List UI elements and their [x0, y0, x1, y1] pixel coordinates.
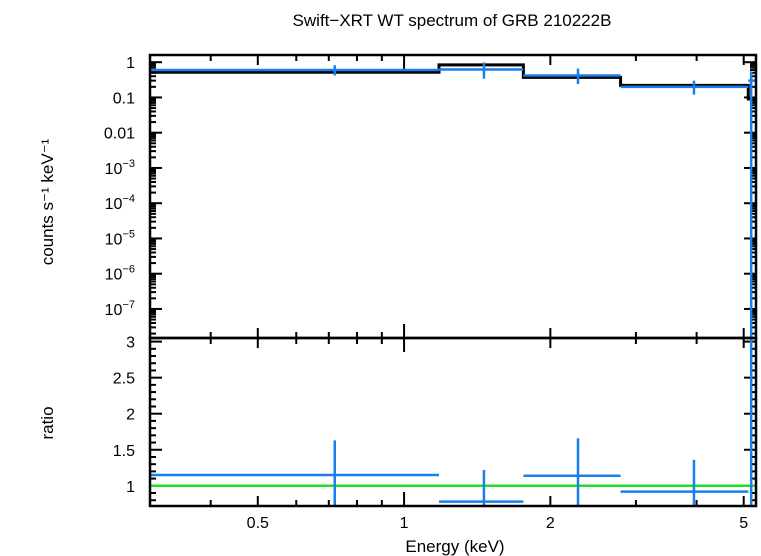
ratio-data-point — [438, 469, 524, 506]
spectrum-data-point — [523, 68, 621, 85]
x-tick-label: 0.5 — [247, 515, 269, 532]
ratio-data-point — [620, 459, 749, 506]
ratio-data-point — [523, 438, 621, 506]
ratio-data-point — [150, 440, 439, 506]
ratio-y-tick-label: 1 — [126, 479, 135, 496]
x-axis-label: Energy (keV) — [405, 537, 504, 556]
spectrum-panel: 1 0.1 0.01 10−3 10−4 10−5 10−6 10−7 — [104, 53, 758, 340]
ratio-y-tick-label: 3 — [126, 335, 135, 352]
spectrum-frame — [148, 53, 758, 340]
ratio-y-tick-label: 2 — [126, 407, 135, 424]
ratio-y-tick-label: 2.5 — [113, 371, 135, 388]
spectrum-y-tick-label: 10−6 — [105, 264, 135, 284]
spectrum-y-tick-label: 0.01 — [104, 126, 135, 143]
spectrum-y-axis-label: counts s⁻¹ keV⁻¹ — [38, 138, 57, 265]
x-tick-label: 5 — [739, 515, 748, 532]
spectrum-y-tick-label: 10−7 — [105, 299, 135, 319]
ratio-y-tick-label: 1.5 — [113, 443, 135, 460]
ratio-y-axis-label: ratio — [38, 406, 57, 439]
spectrum-data-point — [150, 65, 439, 76]
spectrum-data-point — [438, 62, 524, 79]
ratio-frame — [148, 336, 758, 508]
spectrum-y-tick-label: 1 — [126, 55, 135, 72]
chart-title: Swift−XRT WT spectrum of GRB 210222B — [293, 11, 612, 30]
spectrum-y-tick-label: 10−4 — [105, 193, 135, 213]
spectrum-y-tick-label: 0.1 — [113, 90, 135, 107]
spectrum-data-point — [748, 71, 756, 338]
x-tick-label: 1 — [400, 515, 409, 532]
x-tick-label: 2 — [546, 515, 555, 532]
spectrum-y-tick-label: 10−3 — [105, 158, 135, 178]
ratio-panel: 0.5 1 2 5 1 1.5 2 2.5 3 — [113, 335, 758, 532]
spectrum-data-point — [620, 80, 749, 95]
spectrum-y-tick-label: 10−5 — [105, 228, 135, 248]
